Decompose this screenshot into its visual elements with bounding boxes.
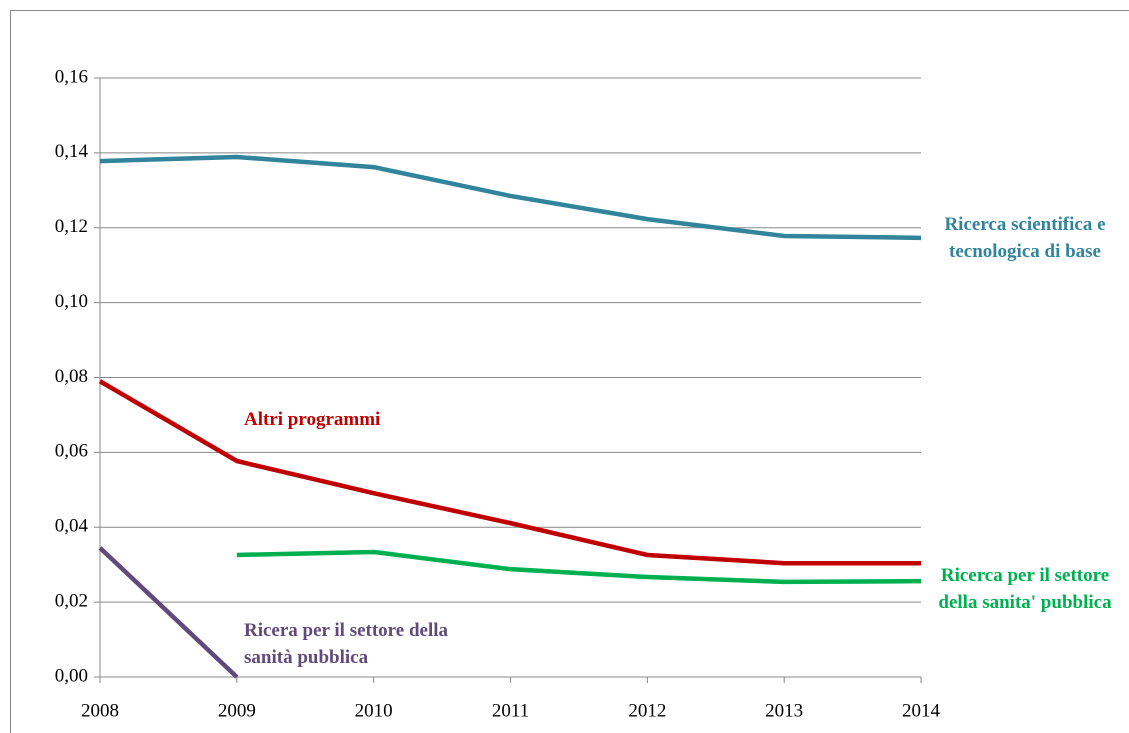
- x-tick-label: 2011: [492, 700, 529, 721]
- series-line: [98, 379, 921, 566]
- series-label: Ricerca scientifica e tecnologica di bas…: [944, 214, 1106, 262]
- y-tick-label: 0,02: [55, 590, 88, 611]
- frame: [10, 10, 1129, 733]
- series-label: Ricerca per il settore della sanita' pub…: [938, 565, 1112, 613]
- series-line: [236, 549, 922, 585]
- y-tick-label: 0,16: [55, 66, 88, 87]
- y-tick-label: 0,10: [55, 291, 88, 312]
- y-tick-label: 0,12: [55, 216, 88, 237]
- x-tick-label: 2013: [765, 700, 803, 721]
- y-tick-label: 0,14: [55, 141, 89, 162]
- y-tick-label: 0,00: [55, 665, 88, 686]
- x-tick-label: 2009: [218, 700, 256, 721]
- x-tick-label: 2010: [355, 700, 393, 721]
- series-label: Ricera per il settore della sanità pubbl…: [244, 620, 449, 668]
- x-tick-label: 2012: [628, 700, 666, 721]
- y-tick-label: 0,04: [55, 516, 89, 537]
- series-line: [98, 546, 239, 679]
- series-line: [99, 154, 922, 241]
- x-tick-label: 2008: [81, 700, 119, 721]
- y-tick-label: 0,06: [55, 441, 88, 462]
- series-label: Altri programmi: [244, 409, 381, 430]
- y-tick-label: 0,08: [55, 366, 88, 387]
- x-tick-label: 2014: [902, 700, 941, 721]
